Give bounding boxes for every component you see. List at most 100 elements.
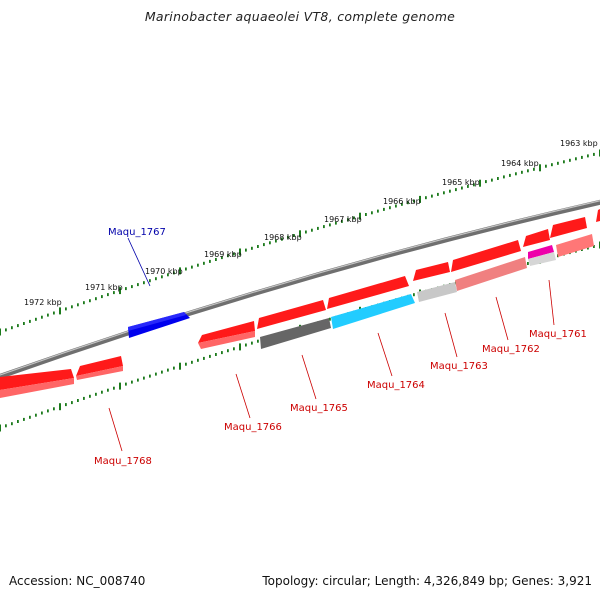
gene-maqu-1768[interactable] [0,369,74,390]
outer-tick [227,254,229,258]
inner-tick [53,407,55,411]
gene-label-maqu-1761[interactable]: Maqu_1761 [529,329,587,340]
inner-tick [83,396,85,400]
outer-tick [527,169,529,173]
inner-tick [113,386,115,390]
outer-tick [35,317,37,321]
scale-label: 1967 kbp [324,215,362,224]
outer-tick [563,160,565,164]
inner-tick [413,293,415,297]
outer-tick [305,230,307,234]
inner-tick [41,411,43,415]
gene-maqu-1762[interactable] [451,240,521,272]
scale-label: 1963 kbp [560,139,598,148]
outer-tick [431,194,433,198]
outer-tick [569,158,571,162]
scale-labels: 1963 kbp 1964 kbp 1965 kbp 1966 kbp 1967… [24,139,598,307]
outer-tick [545,164,547,168]
outer-tick [245,248,247,252]
inner-tick [191,360,193,364]
gene-maqu-1761[interactable] [523,229,550,247]
outer-tick [257,245,259,248]
gene-maqu-1765[interactable] [257,300,326,329]
gene-label-maqu-1763[interactable]: Maqu_1763 [430,361,488,372]
gene-label-maqu-1768[interactable]: Maqu_1768 [94,456,152,467]
outer-tick [491,178,493,182]
outer-tick [413,199,415,203]
gene-label-maqu-1766[interactable]: Maqu_1766 [224,422,282,433]
inner-tick [221,351,223,355]
outer-tick [449,189,451,193]
gene-maqu-1759[interactable] [596,209,600,222]
outer-tick [47,313,49,317]
gene-maqu-1761-grey [528,252,556,266]
leader-maqu-1766 [235,373,251,419]
outer-tick [575,157,577,161]
outer-tick [383,207,385,211]
gene-maqu-1768-b[interactable] [76,356,123,376]
inner-tick [233,347,235,351]
gene-maqu-1766[interactable] [198,321,255,343]
genome-backbone [0,199,600,380]
gene-maqu-1763-lower [417,282,457,302]
gene-maqu-1764[interactable] [327,276,409,309]
gene-maqu-1760[interactable] [550,217,587,238]
inner-tick [137,378,139,382]
scale-label: 1970 kbp [145,267,183,276]
outer-tick [131,285,133,289]
gene-label-maqu-1767[interactable]: Maqu_1767 [108,227,166,238]
outer-tick [179,267,181,275]
inner-tick [95,392,97,396]
outer-tick [41,315,43,319]
inner-tick [5,424,7,428]
outer-tick [323,225,325,229]
outer-tick [125,287,127,291]
forward-strand-genes [128,312,190,338]
outer-tick [365,213,367,216]
genome-backbone-highlight [0,200,600,376]
outer-tick [359,212,361,220]
inner-tick [179,362,181,370]
outer-tick [95,297,97,301]
outer-tick [533,167,535,171]
outer-tick [269,241,271,245]
outer-tick [515,172,517,176]
outer-tick [407,201,409,205]
outer-tick [587,154,589,158]
inner-tick [131,380,133,384]
gene-label-maqu-1765[interactable]: Maqu_1765 [290,403,348,414]
gene-maqu-1767[interactable] [128,312,190,338]
outer-tick [59,307,61,315]
gene-maqu-1763[interactable] [413,262,450,281]
inner-tick [0,424,1,432]
gene-maqu-1768-lower [0,378,74,398]
outer-tick [353,216,355,220]
gene-label-maqu-1762[interactable]: Maqu_1762 [482,344,540,355]
outer-tick [299,230,301,238]
map-title: Marinobacter aquaeolei VT8, complete gen… [144,9,456,24]
outer-tick [509,173,511,177]
outer-tick [89,299,91,303]
gene-label-maqu-1764[interactable]: Maqu_1764 [367,380,425,391]
inner-tick [65,403,67,407]
inner-tick [239,343,241,351]
outer-tick [389,206,391,210]
inner-tick [257,339,259,343]
outer-tick [119,287,121,295]
outer-tick [329,223,331,227]
outer-tick [455,188,457,192]
outer-tick [473,183,475,187]
scale-label: 1966 kbp [383,197,421,206]
outer-tick [371,211,373,215]
outer-tick [173,271,175,275]
inner-tick [203,356,205,360]
outer-tick [71,305,73,309]
outer-tick [551,163,553,167]
gene-maqu-1765-lower [260,318,331,349]
outer-tick [191,265,193,269]
inner-tick [125,382,127,386]
inner-tick [89,394,91,398]
gene-maqu-1766-lower [198,331,255,349]
scale-label: 1969 kbp [204,250,242,259]
inner-tick [143,376,145,380]
